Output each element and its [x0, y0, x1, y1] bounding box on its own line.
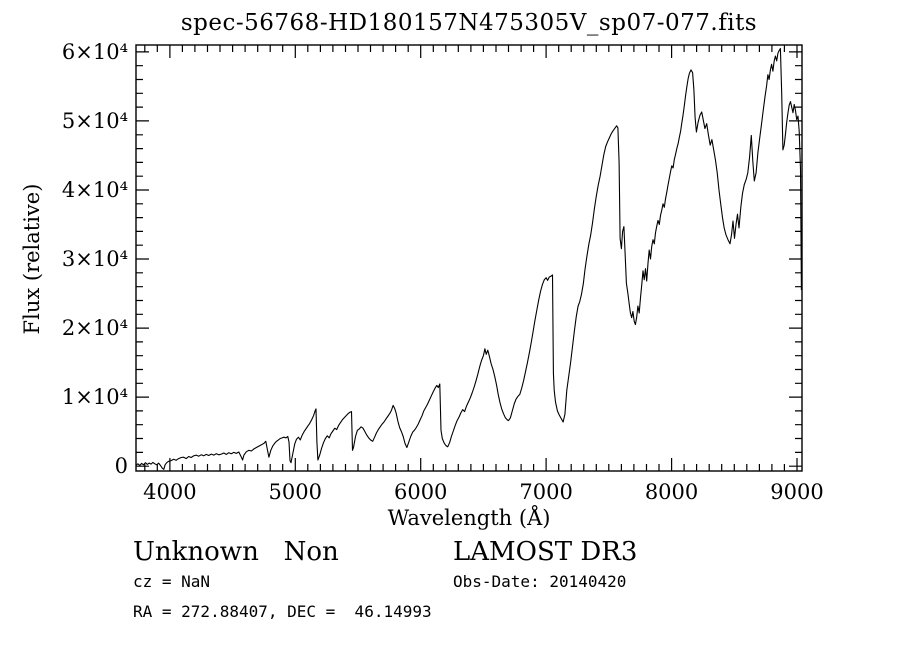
x-tick-label: 9000	[770, 480, 824, 504]
spectrum-line	[135, 47, 802, 470]
plot-title: spec-56768-HD180157N475305V_sp07-077.fit…	[180, 10, 758, 36]
plot-frame	[135, 44, 803, 472]
y-tick-label: 1×10⁴	[61, 385, 128, 410]
x-tick-label: 5000	[268, 480, 322, 504]
ra-dec-coordinates: RA = 272.88407, DEC = 46.14993	[133, 602, 432, 621]
cz-value: cz = NaN	[133, 572, 211, 591]
survey-label: LAMOST DR3	[453, 537, 638, 567]
x-tick-label: 4000	[143, 480, 197, 504]
y-tick-label: 2×10⁴	[61, 316, 128, 341]
x-tick-label: 6000	[393, 480, 448, 504]
y-tick-label: 5×10⁴	[61, 108, 128, 133]
x-tick-label: 8000	[644, 480, 699, 504]
y-tick-label: 3×10⁴	[61, 247, 128, 272]
classification-label: Unknown Non	[133, 537, 339, 567]
y-tick-label: 6×10⁴	[61, 39, 128, 64]
x-axis-label: Wavelength (Å)	[387, 506, 551, 530]
axis-ticks	[136, 45, 802, 471]
obs-date: Obs-Date: 20140420	[453, 572, 627, 591]
x-tick-label: 7000	[519, 480, 573, 504]
y-tick-label: 0	[114, 454, 128, 479]
y-tick-label: 4×10⁴	[61, 177, 128, 202]
